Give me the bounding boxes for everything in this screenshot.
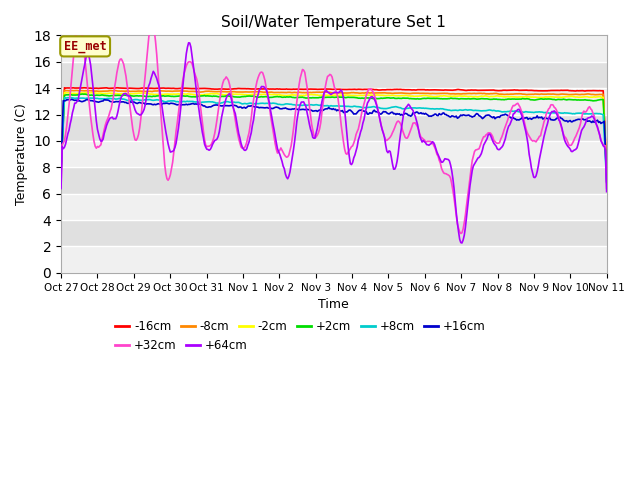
-2cm (603, 170, 611, 176)
+8cm (228, 99, 236, 105)
+64cm (228, 99, 236, 105)
+32cm (228, 95, 236, 100)
+64cm (603, 189, 611, 194)
+2cm (603, 171, 611, 177)
Line: +2cm: +2cm (61, 94, 607, 174)
Title: Soil/Water Temperature Set 1: Soil/Water Temperature Set 1 (221, 15, 446, 30)
-16cm (289, 86, 296, 92)
Text: EE_met: EE_met (64, 40, 106, 53)
Line: +16cm: +16cm (61, 99, 607, 181)
Line: +8cm: +8cm (61, 97, 607, 182)
-2cm (390, 93, 397, 98)
+8cm (57, 170, 65, 176)
+2cm (460, 96, 467, 102)
Bar (61, 141, 607, 168)
-8cm (61, 87, 68, 93)
+2cm (57, 169, 65, 175)
Bar (61, 246, 607, 273)
+16cm (364, 111, 371, 117)
-8cm (57, 166, 65, 171)
-2cm (228, 91, 236, 97)
+32cm (603, 185, 611, 191)
+16cm (390, 111, 397, 117)
-2cm (86, 90, 93, 96)
+2cm (228, 94, 236, 99)
-16cm (603, 166, 611, 172)
Y-axis label: Temperature (C): Temperature (C) (15, 103, 28, 205)
Legend: +32cm, +64cm: +32cm, +64cm (111, 335, 253, 357)
+32cm (555, 114, 563, 120)
+2cm (390, 95, 397, 101)
+16cm (554, 115, 561, 120)
+16cm (67, 96, 75, 102)
Line: -2cm: -2cm (61, 93, 607, 173)
Line: -8cm: -8cm (61, 90, 607, 171)
+32cm (57, 184, 65, 190)
+2cm (79, 91, 86, 97)
-2cm (57, 167, 65, 173)
Bar (61, 36, 607, 62)
-8cm (289, 90, 296, 96)
-8cm (364, 90, 371, 96)
-16cm (80, 85, 88, 91)
+2cm (289, 95, 296, 100)
Line: -16cm: -16cm (61, 88, 607, 169)
-2cm (364, 92, 371, 98)
+8cm (603, 180, 611, 185)
Line: +64cm: +64cm (61, 43, 607, 243)
-2cm (460, 93, 467, 99)
+64cm (57, 186, 65, 192)
+32cm (364, 89, 371, 95)
-16cm (228, 86, 236, 92)
-2cm (289, 92, 296, 98)
+32cm (460, 220, 468, 226)
+64cm (390, 167, 397, 172)
-8cm (554, 92, 561, 97)
-16cm (364, 86, 371, 92)
+64cm (458, 240, 466, 246)
-8cm (228, 89, 236, 95)
Bar (61, 194, 607, 220)
+64cm (364, 100, 371, 106)
-16cm (390, 86, 397, 92)
+8cm (289, 102, 296, 108)
+8cm (554, 110, 561, 116)
Bar (61, 88, 607, 115)
-8cm (460, 91, 467, 96)
+64cm (289, 155, 296, 160)
+16cm (57, 167, 65, 173)
+32cm (457, 231, 465, 237)
+32cm (148, 18, 156, 24)
+8cm (67, 95, 74, 100)
-8cm (603, 168, 611, 174)
-2cm (554, 94, 561, 100)
Line: +32cm: +32cm (61, 21, 607, 234)
-16cm (460, 87, 467, 93)
+16cm (289, 106, 296, 112)
+8cm (364, 105, 371, 110)
-16cm (554, 87, 561, 93)
-8cm (390, 90, 397, 96)
+16cm (603, 179, 611, 184)
+16cm (228, 103, 236, 108)
+64cm (555, 117, 563, 123)
X-axis label: Time: Time (319, 298, 349, 311)
+64cm (185, 40, 193, 46)
-16cm (57, 164, 65, 170)
+2cm (364, 95, 371, 101)
+2cm (554, 96, 561, 102)
+16cm (460, 112, 467, 118)
+8cm (390, 104, 397, 110)
+64cm (460, 232, 468, 238)
+32cm (390, 127, 397, 133)
+8cm (460, 108, 467, 113)
+32cm (289, 135, 296, 141)
